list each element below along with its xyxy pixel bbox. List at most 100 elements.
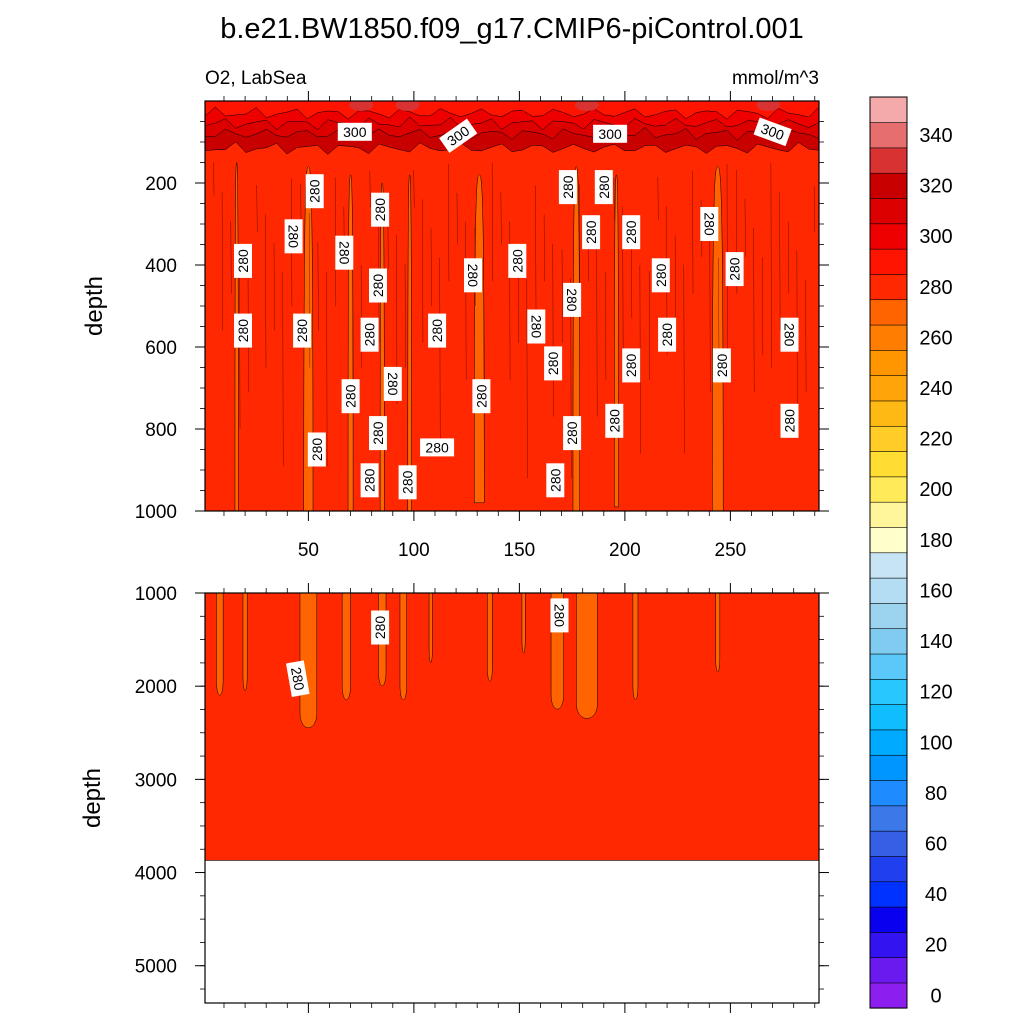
colorbar-swatch <box>869 830 908 857</box>
contour-line <box>456 192 458 245</box>
colorbar-swatch <box>869 729 908 756</box>
contour-label: 280 <box>369 416 387 451</box>
colorbar-label: 80 <box>925 783 947 805</box>
contour-label: 280 <box>285 660 310 698</box>
contour-label-box <box>234 313 252 348</box>
contour-label-box <box>563 282 582 317</box>
contour-line <box>422 199 424 343</box>
contour-line <box>500 192 502 245</box>
contour-line <box>813 185 816 233</box>
contour-line <box>448 163 450 282</box>
contour-label-box <box>371 192 390 227</box>
contour-label: 280 <box>725 252 744 287</box>
colorbar-label: 140 <box>919 631 952 653</box>
colorbar-swatch <box>869 501 908 528</box>
contour-line <box>683 264 685 454</box>
contour-label-box <box>712 348 731 383</box>
contour-label-box <box>360 317 379 352</box>
contour-line <box>613 178 615 220</box>
contour-label-text: 300 <box>598 126 622 142</box>
contour-label-text: 280 <box>547 468 563 492</box>
contour-label: 280 <box>605 403 624 438</box>
contour-label-box <box>593 124 628 143</box>
contour-label: 280 <box>369 268 387 303</box>
plume <box>379 182 385 511</box>
colorbar-label: 0 <box>930 985 941 1007</box>
contour-label: 280 <box>546 463 565 498</box>
contour-label-text: 280 <box>782 323 798 347</box>
bottom-panel-frame <box>204 592 820 1004</box>
contour-label-text: 280 <box>701 212 717 236</box>
plume <box>632 593 639 701</box>
contour-label-text: 280 <box>336 241 352 265</box>
x-tick-label: 150 <box>504 540 536 561</box>
contour-label: 280 <box>780 317 799 352</box>
colorbar-swatch <box>869 450 908 478</box>
contour-label: 280 <box>307 432 326 467</box>
colorbar-swatch <box>869 223 908 250</box>
contour-label: 280 <box>558 170 577 205</box>
colorbar-swatch <box>869 299 908 326</box>
contour-label-box <box>550 598 569 633</box>
contour-label-text: 280 <box>623 220 639 244</box>
colorbar-swatch <box>869 754 908 781</box>
colorbar-swatch <box>869 805 908 832</box>
plume <box>712 166 724 511</box>
colorbar-swatch <box>869 628 908 655</box>
contour-label-text: 280 <box>473 384 489 408</box>
contour-line <box>744 198 746 257</box>
contour-label-box <box>420 438 455 457</box>
top-panel: 50 100 150 200 250 200 400 600 800 1000 depth <box>81 91 829 561</box>
contour-label-text: 280 <box>429 319 445 343</box>
x-tick-label: 200 <box>609 540 641 561</box>
colorbar-label: 320 <box>919 176 952 198</box>
contour-label-text: 280 <box>400 470 416 494</box>
contour-line <box>282 272 284 466</box>
plume <box>572 166 580 511</box>
contour-label-text: 280 <box>307 179 323 203</box>
colorbar-label: 40 <box>925 884 947 906</box>
bottom-panel-ylabel: depth <box>79 768 106 828</box>
contour-label-box <box>594 170 613 205</box>
contour-line <box>526 279 528 479</box>
contour-label: 280 <box>383 366 402 401</box>
chart-title: b.e21.BW1850.f09_g17.CMIP6-piControl.001 <box>220 13 804 45</box>
colorbar-swatch <box>869 678 908 705</box>
contour-label: 280 <box>544 346 563 381</box>
contour-label-text: 280 <box>545 352 561 376</box>
contour-line <box>369 171 371 208</box>
contour-label-box <box>582 215 601 250</box>
x-tick-label: 250 <box>715 540 747 561</box>
contour-line <box>404 264 406 368</box>
contour-label-box <box>651 258 670 293</box>
surface-spot <box>349 101 374 111</box>
y-tick-label: 1000 <box>135 584 177 605</box>
contour-label-box <box>464 258 482 293</box>
colorbar-swatch <box>869 779 908 807</box>
contour-label: 300 <box>753 117 792 147</box>
contour-line <box>221 191 223 331</box>
contour-label-box <box>544 346 563 381</box>
colorbar-swatch <box>869 248 908 275</box>
colorbar-swatch <box>869 704 908 731</box>
contour-line <box>605 271 607 380</box>
contour-label-box <box>369 416 387 451</box>
top-panel-ticks: 50 100 150 200 250 200 400 600 800 1000 <box>135 91 829 561</box>
surface-spot <box>395 101 420 111</box>
colorbar-frame <box>869 96 908 1009</box>
contour-line <box>230 220 232 294</box>
contour-label-text: 280 <box>288 666 308 692</box>
surface-spot <box>574 101 599 111</box>
contour-label: 280 <box>428 313 447 348</box>
colorbar-swatch <box>869 653 908 680</box>
contour-label-box <box>341 379 360 414</box>
contour-label-box <box>725 252 744 287</box>
contour-line <box>753 228 755 393</box>
contour-label-text: 280 <box>235 319 251 343</box>
contour-line <box>561 249 563 343</box>
bottom-panel-field <box>205 593 819 1003</box>
contour-label: 280 <box>398 465 417 500</box>
colorbar-label: 180 <box>919 530 952 552</box>
contour-label: 280 <box>335 235 354 270</box>
